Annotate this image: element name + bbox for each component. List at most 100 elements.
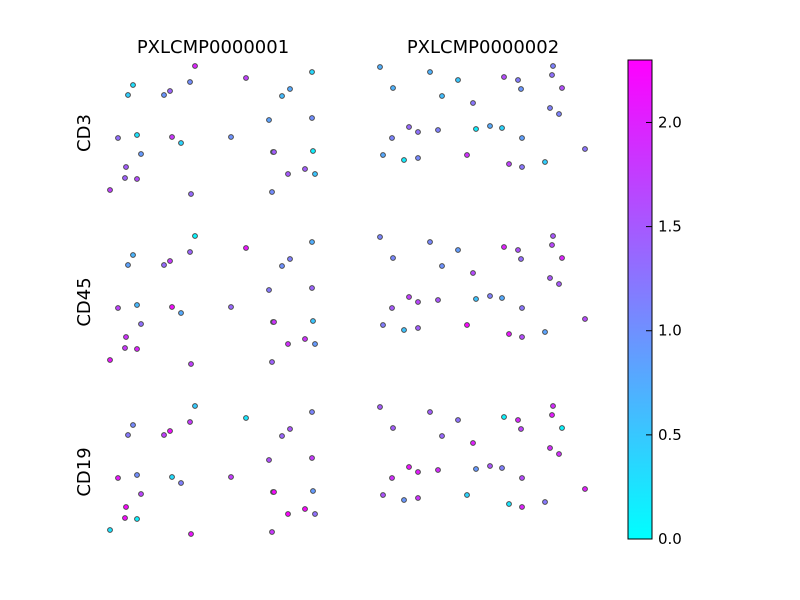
scatter-point <box>455 417 461 423</box>
scatter-point <box>178 140 184 146</box>
row-label-cd3: CD3 <box>74 114 95 152</box>
scatter-point <box>310 318 316 324</box>
scatter-point <box>550 63 556 69</box>
scatter-point <box>487 123 493 129</box>
scatter-point <box>123 504 129 510</box>
scatter-point <box>519 334 525 340</box>
scatter-point <box>243 245 249 251</box>
scatter-point <box>519 475 525 481</box>
scatter-point <box>312 341 318 347</box>
scatter-points <box>107 63 588 537</box>
scatter-point <box>107 357 113 363</box>
colorbar: 0.0 0.5 1.0 1.5 2.0 <box>627 59 682 548</box>
scatter-point <box>415 325 421 331</box>
scatter-point <box>518 86 524 92</box>
scatter-point <box>285 511 291 517</box>
scatter-point <box>115 475 121 481</box>
scatter-point <box>178 310 184 316</box>
scatter-point <box>380 322 386 328</box>
colorbar-tick-label: 1.0 <box>658 322 682 340</box>
column-title-2: PXLCMP0000002 <box>407 37 559 58</box>
scatter-point <box>415 155 421 161</box>
scatter-point <box>439 263 445 269</box>
scatter-point <box>499 295 505 301</box>
scatter-point <box>435 127 441 133</box>
scatter-point <box>287 256 293 262</box>
scatter-point <box>309 409 315 415</box>
scatter-point <box>309 285 315 291</box>
scatter-point <box>439 433 445 439</box>
scatter-point <box>556 281 562 287</box>
scatter-point <box>161 92 167 98</box>
scatter-point <box>115 305 121 311</box>
scatter-point <box>506 161 512 167</box>
scatter-point <box>122 345 128 351</box>
scatter-point <box>582 316 588 322</box>
scatter-point <box>271 319 277 325</box>
row-label-cd19: CD19 <box>74 447 95 496</box>
scatter-point <box>547 105 553 111</box>
scatter-point <box>122 175 128 181</box>
scatter-point <box>542 499 548 505</box>
scatter-point <box>138 321 144 327</box>
scatter-point <box>464 152 470 158</box>
colorbar-gradient <box>627 59 653 540</box>
scatter-point <box>279 433 285 439</box>
scatter-point <box>187 419 193 425</box>
scatter-point <box>107 187 113 193</box>
scatter-point <box>115 135 121 141</box>
scatter-point <box>285 171 291 177</box>
row-label-cd45: CD45 <box>74 277 95 326</box>
scatter-point <box>550 403 556 409</box>
scatter-point <box>287 426 293 432</box>
scatter-point <box>279 263 285 269</box>
scatter-point <box>547 275 553 281</box>
scatter-point <box>188 191 194 197</box>
scatter-point <box>309 455 315 461</box>
scatter-point <box>415 129 421 135</box>
scatter-point <box>470 100 476 106</box>
scatter-point <box>192 63 198 69</box>
scatter-point <box>169 474 175 480</box>
column-title-1: PXLCMP0000001 <box>137 37 289 58</box>
scatter-point <box>125 92 131 98</box>
scatter-point <box>435 297 441 303</box>
scatter-point <box>269 359 275 365</box>
scatter-point <box>178 480 184 486</box>
scatter-point <box>271 489 277 495</box>
scatter-point <box>302 166 308 172</box>
scatter-point <box>518 256 524 262</box>
scatter-point <box>192 233 198 239</box>
scatter-point <box>487 463 493 469</box>
scatter-point <box>169 134 175 140</box>
scatter-point <box>427 239 433 245</box>
scatter-point <box>138 151 144 157</box>
scatter-point <box>542 329 548 335</box>
scatter-point <box>427 69 433 75</box>
scatter-point <box>501 414 507 420</box>
scatter-point <box>547 445 553 451</box>
scatter-point <box>549 242 555 248</box>
colorbar-tick-label: 1.5 <box>658 218 682 236</box>
scatter-point <box>519 164 525 170</box>
scatter-point <box>269 189 275 195</box>
scatter-point <box>439 93 445 99</box>
colorbar-tick-label: 0.5 <box>658 426 682 444</box>
scatter-point <box>161 262 167 268</box>
colorbar-tick-label: 2.0 <box>658 113 682 131</box>
scatter-point <box>107 527 113 533</box>
scatter-point <box>470 270 476 276</box>
scatter-point <box>470 440 476 446</box>
scatter-point <box>390 85 396 91</box>
scatter-point <box>134 472 140 478</box>
scatter-point <box>130 422 136 428</box>
scatter-point <box>415 495 421 501</box>
scatter-point <box>312 511 318 517</box>
scatter-point <box>501 244 507 250</box>
scatter-point <box>464 492 470 498</box>
scatter-point <box>559 85 565 91</box>
scatter-point <box>550 233 556 239</box>
scatter-point <box>187 249 193 255</box>
scatter-point <box>389 475 395 481</box>
scatter-point <box>138 491 144 497</box>
